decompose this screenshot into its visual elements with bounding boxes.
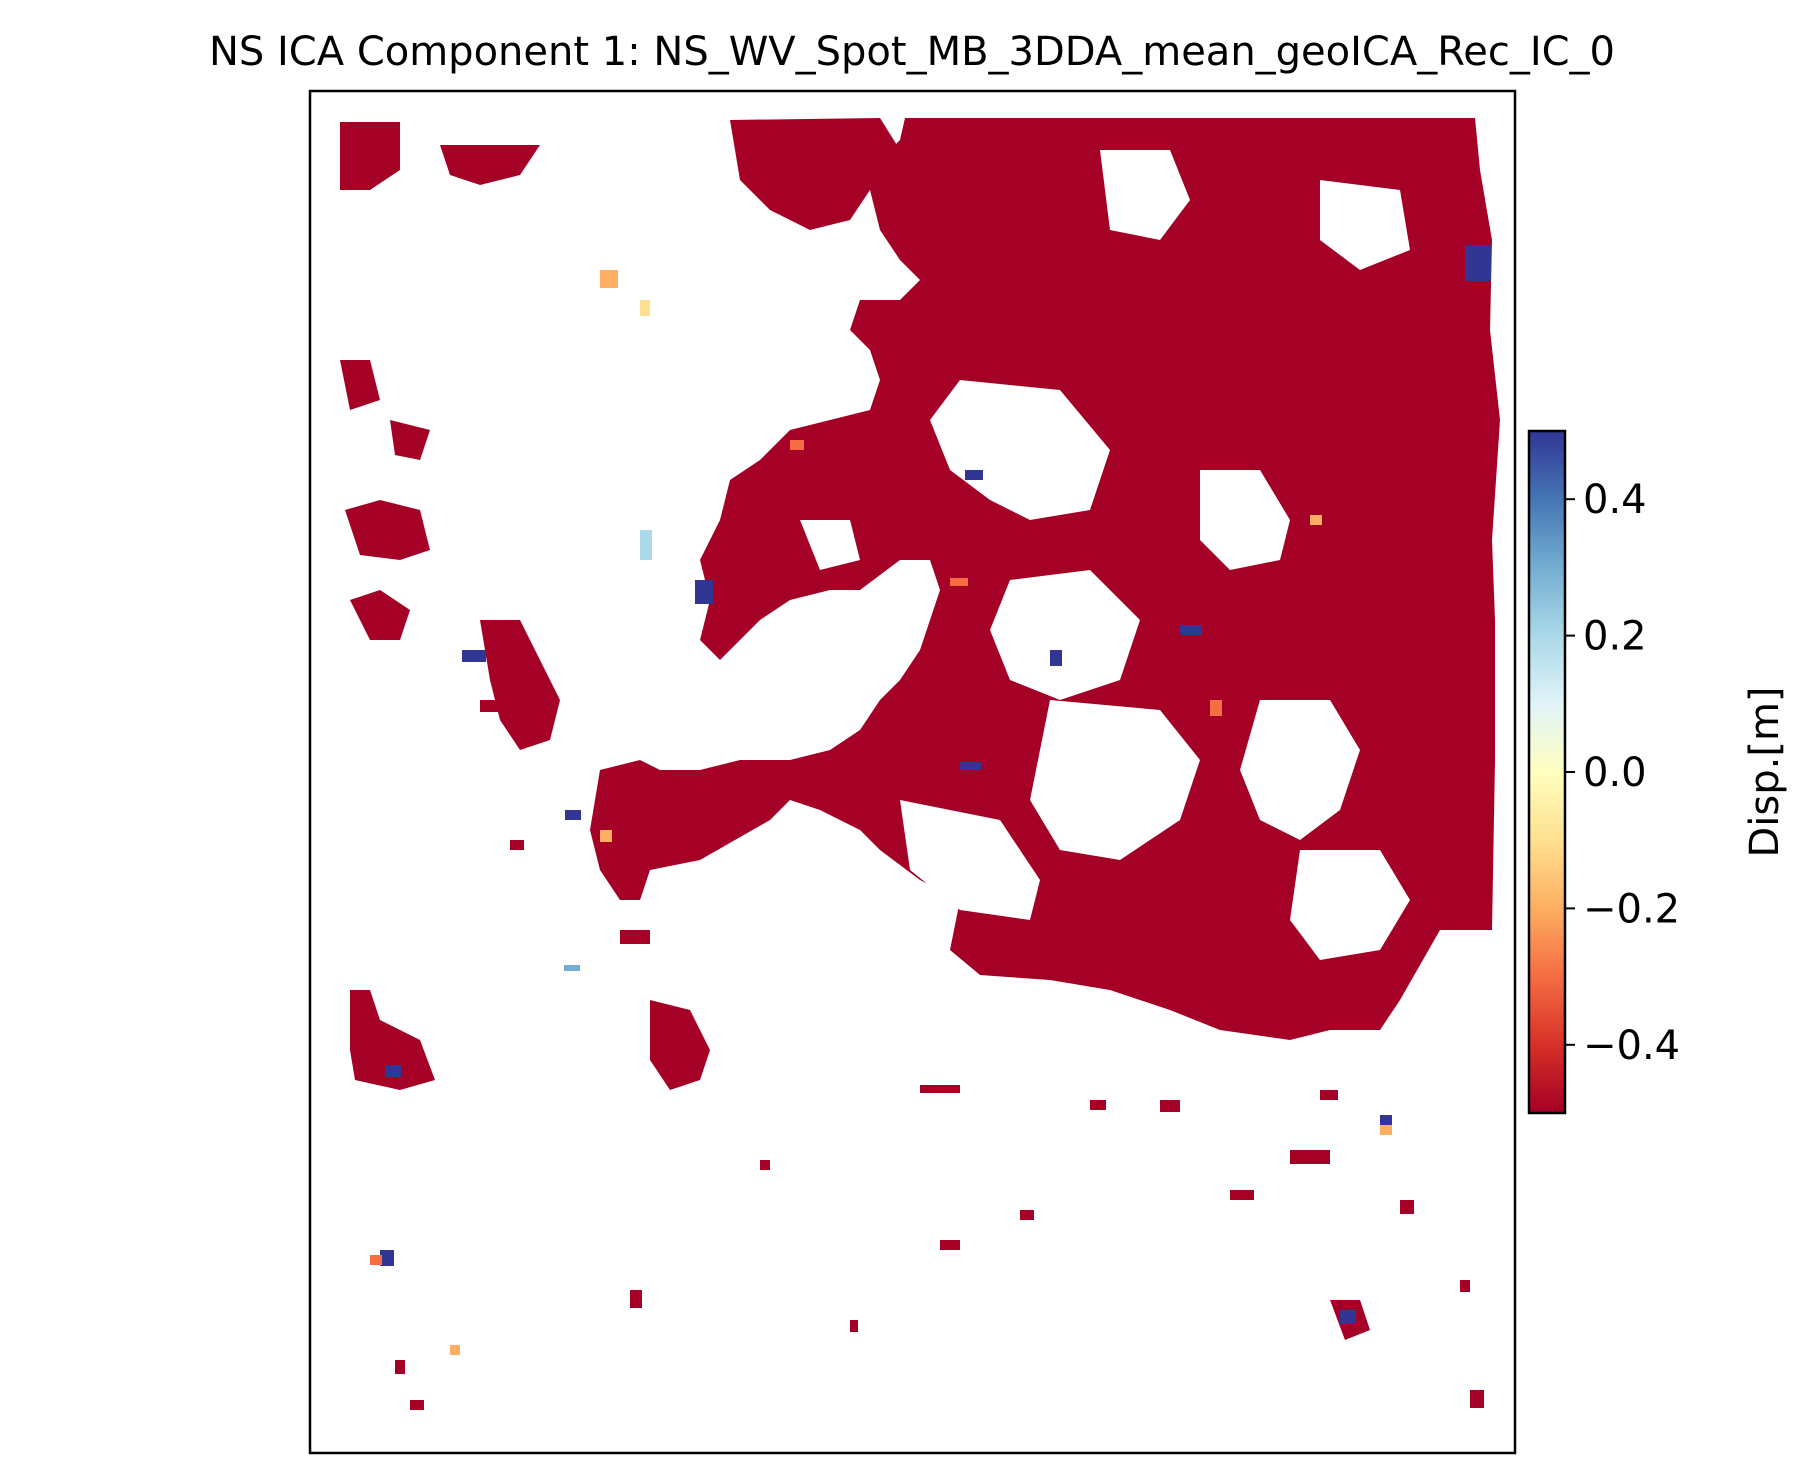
- colorbar-tick-label: −0.2: [1583, 886, 1680, 932]
- heatmap-gaps: [800, 150, 1410, 960]
- colorbar: 0.4 0.2 0.0 −0.2 −0.4 Disp.[m]: [1527, 429, 1788, 1115]
- axes-frame: [308, 89, 1517, 1455]
- chart-title: NS ICA Component 1: NS_WV_Spot_MB_3DDA_m…: [209, 29, 1615, 75]
- colorbar-tick-label: −0.4: [1583, 1023, 1680, 1069]
- heatmap-accents: [370, 245, 1491, 1355]
- colorbar-label: Disp.[m]: [1742, 686, 1788, 857]
- heatmap-red-specks: [395, 700, 1484, 1410]
- colorbar-tick-label: 0.2: [1583, 614, 1647, 660]
- colorbar-ticks: 0.4 0.2 0.0 −0.2 −0.4: [1565, 477, 1680, 1069]
- colorbar-gradient: [1529, 431, 1565, 1113]
- colorbar-tick-label: 0.0: [1583, 750, 1647, 796]
- plot-area: [310, 91, 1515, 1453]
- colorbar-tick-label: 0.4: [1583, 477, 1647, 523]
